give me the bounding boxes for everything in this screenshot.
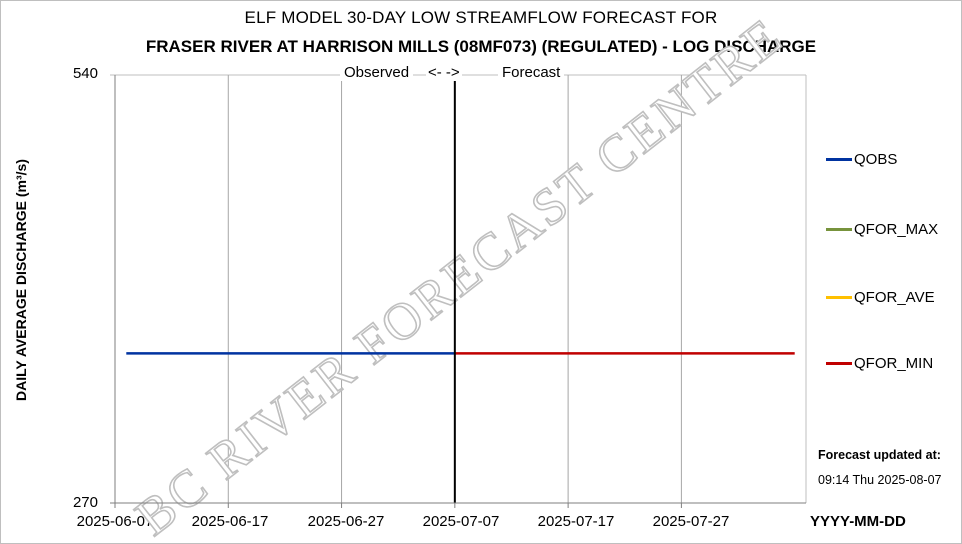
x-tick-label: 2025-06-17 [191,513,269,530]
legend-item-qfor-max: QFOR_MAX [826,219,938,239]
legend-swatch [826,227,852,231]
chart-subtitle: FRASER RIVER AT HARRISON MILLS (08MF073)… [145,37,817,56]
forecast-label: Forecast [498,64,565,81]
chart-title: ELF MODEL 30-DAY LOW STREAMFLOW FORECAST… [244,8,718,27]
legend-swatch [826,157,852,161]
legend-label: QFOR_MAX [854,220,939,238]
watermark: BC RIVER FORECAST CENTRE [125,6,795,544]
x-axis-label: YYYY-MM-DD [810,513,906,530]
x-tick-label: 2025-06-27 [307,513,385,530]
forecast-updated-label: Forecast updated at: [818,448,941,462]
legend-swatch [826,361,852,365]
x-tick-label: 2025-07-07 [422,513,500,530]
x-tick-label: 2025-06-07 [76,513,154,530]
legend-item-qfor-ave: QFOR_AVE [826,287,935,307]
legend-label: QFOR_MIN [854,354,934,372]
legend-item-qobs: QOBS [826,149,897,169]
y-tick-label-bottom: 270 [72,494,98,511]
x-tick-label: 2025-07-17 [537,513,615,530]
y-tick-label-top: 540 [72,65,98,82]
legend-label: QFOR_AVE [854,288,935,306]
legend-swatch [826,295,852,299]
legend-item-qfor-min: QFOR_MIN [826,353,933,373]
forecast-updated-value: 09:14 Thu 2025-08-07 [818,473,942,487]
x-tick-label: 2025-07-27 [652,513,730,530]
period-arrows: <- -> [426,64,462,81]
watermark-text: BC RIVER FORECAST CENTRE [126,7,794,544]
observed-label: Observed [340,64,414,81]
legend-label: QOBS [854,150,898,168]
